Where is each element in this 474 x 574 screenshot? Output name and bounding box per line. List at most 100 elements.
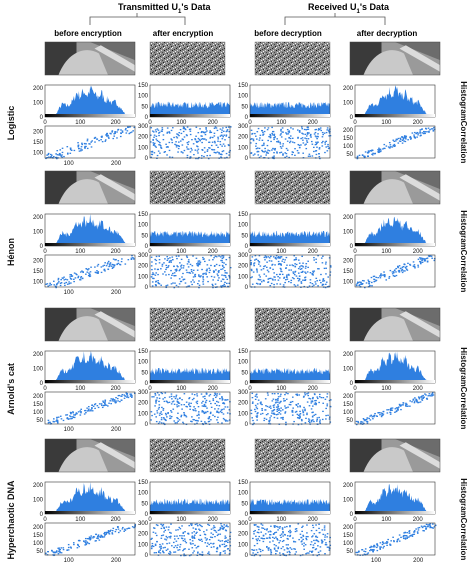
scatter-point xyxy=(298,394,301,396)
y-tick-label: 150 xyxy=(238,480,249,486)
histogram-bars xyxy=(355,85,435,117)
y-tick-label: 100 xyxy=(343,497,354,503)
scatter-point xyxy=(163,418,166,420)
scatter-point xyxy=(400,536,402,539)
scatter-point xyxy=(313,270,316,272)
scatter-point xyxy=(302,538,304,541)
scatter-point xyxy=(327,143,329,146)
scatter-point xyxy=(273,548,276,550)
scatter-point xyxy=(325,544,328,546)
x-tick-label: 200 xyxy=(111,120,122,126)
scatter-point xyxy=(282,416,284,419)
scatter-point xyxy=(189,408,191,410)
image-before-encryption xyxy=(44,41,136,76)
scatter-point xyxy=(279,145,282,148)
scatter-point xyxy=(85,540,87,542)
scatter-point xyxy=(156,397,158,399)
scatter-point xyxy=(412,533,414,536)
scatter-point xyxy=(282,553,284,555)
scatter-point xyxy=(181,525,183,527)
scatter-point xyxy=(219,397,221,400)
scatter-point xyxy=(269,267,272,269)
scatter-point xyxy=(393,272,395,274)
scatter-point xyxy=(54,551,56,553)
scatter-point xyxy=(160,545,162,547)
scatter-point xyxy=(357,282,360,284)
scatter-point xyxy=(185,542,188,544)
scatter-point xyxy=(111,130,114,132)
scatter-point xyxy=(210,542,212,545)
scatter-point xyxy=(277,256,280,258)
scatter-point xyxy=(305,553,307,555)
scatter-point xyxy=(424,526,427,528)
scatter-frame xyxy=(249,391,331,425)
scatter-point xyxy=(186,148,189,150)
scatter-point xyxy=(326,127,329,129)
scatter-point xyxy=(314,536,317,538)
scatter-point xyxy=(317,540,320,543)
scatter-point xyxy=(222,278,225,281)
scatter-point xyxy=(52,418,55,420)
scatter-point xyxy=(222,402,225,404)
scatter-point xyxy=(126,528,128,530)
scatter-point xyxy=(59,282,62,284)
scatter-point xyxy=(104,404,107,406)
x-tick-label: 0 xyxy=(43,120,47,126)
scatter-point xyxy=(382,148,384,150)
scatter-point xyxy=(227,285,229,288)
scatter-point xyxy=(208,271,211,274)
scatter-point xyxy=(370,545,373,547)
scatter-point xyxy=(181,276,183,278)
scatter-point xyxy=(300,144,302,146)
scatter-point xyxy=(378,151,381,153)
scatter-point xyxy=(182,130,185,133)
scatter-point xyxy=(268,421,271,423)
scatter-point xyxy=(303,548,305,550)
scatter-point xyxy=(381,541,384,543)
scatter-point xyxy=(419,261,422,264)
scatter-point xyxy=(67,543,70,546)
scatter-point xyxy=(163,531,165,533)
scatter-point xyxy=(53,280,55,282)
scatter-point xyxy=(191,283,193,286)
scatter-point xyxy=(212,399,215,402)
scatter-point xyxy=(132,130,134,132)
scatter-point xyxy=(68,281,70,283)
scatter-point xyxy=(420,525,423,527)
scatter-point xyxy=(200,553,202,556)
scatter-point xyxy=(364,419,366,422)
scatter-point xyxy=(170,532,172,534)
scatter-point xyxy=(302,262,304,264)
scatter-point xyxy=(317,133,319,135)
scatter-point xyxy=(220,153,222,155)
photo-feather xyxy=(399,442,440,469)
scatter-point xyxy=(110,529,112,531)
scatter-point xyxy=(366,422,369,424)
scatter-point xyxy=(310,400,313,402)
scatter-point xyxy=(303,545,305,547)
scatter-point xyxy=(168,536,170,538)
scatter-point xyxy=(174,275,177,277)
scatter-point xyxy=(396,138,398,141)
scatter-point xyxy=(260,269,263,271)
scatter-point xyxy=(150,419,152,421)
scatter-point xyxy=(194,149,197,151)
scatter-point xyxy=(224,406,227,408)
scatter-point xyxy=(183,412,185,414)
scatter-point xyxy=(291,264,294,266)
scatter-point xyxy=(258,539,261,542)
y-tick-label: 0 xyxy=(145,512,149,518)
scatter-point xyxy=(74,413,77,415)
scatter-point xyxy=(175,141,177,143)
scatter-point xyxy=(397,406,400,408)
scatter-point xyxy=(156,410,158,412)
scatter-point xyxy=(168,260,171,262)
scatter-point xyxy=(95,533,97,536)
y-tick-label: 100 xyxy=(238,360,249,366)
scatter-point xyxy=(318,523,320,525)
scatter-point xyxy=(311,401,314,403)
scatter-point xyxy=(160,548,162,550)
scatter-point xyxy=(285,152,288,155)
scatter-point xyxy=(157,140,160,143)
scatter-point xyxy=(430,255,433,257)
